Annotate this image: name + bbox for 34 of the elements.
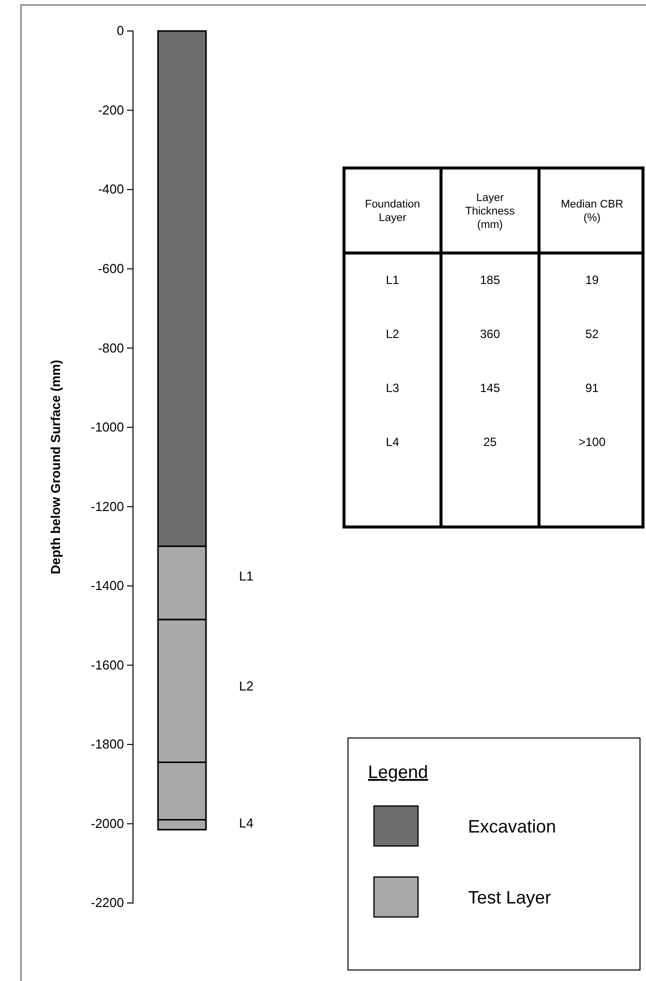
text: 19 [585, 273, 599, 288]
text: 145 [480, 381, 500, 396]
text: L4 [386, 435, 400, 450]
y-tick-label: -2000 [90, 816, 124, 831]
y-tick-label: -1400 [90, 578, 124, 594]
text: Foundation Layer [364, 198, 420, 224]
y-axis-title: Depth below Ground Surface (mm) [48, 360, 63, 574]
y-tick-label: -2200 [90, 895, 124, 910]
text: Excavation [468, 816, 556, 836]
text: L1 [239, 568, 254, 584]
text: 360 [480, 327, 500, 342]
legend-title: Legend [368, 762, 428, 782]
text: L2 [386, 327, 400, 342]
y-tick-label: 0 [116, 23, 124, 38]
y-tick-label: -1800 [90, 736, 124, 752]
y-tick-label: -800 [98, 340, 124, 356]
y-tick-label: -600 [98, 260, 124, 276]
text: Median CBR (%) [560, 198, 624, 224]
text: 25 [483, 435, 497, 450]
y-tick-label: -1000 [90, 420, 124, 435]
text: Layer Thickness (mm) [465, 192, 516, 231]
y-tick-label: -200 [98, 102, 124, 118]
y-tick-label: -1600 [90, 657, 124, 672]
text: 91 [585, 381, 599, 396]
text: 185 [480, 273, 500, 288]
y-tick-label: -400 [98, 182, 124, 197]
text: Test Layer [468, 887, 552, 908]
text: L3 [386, 381, 400, 396]
text: >100 [578, 435, 606, 450]
text: L2 [239, 678, 254, 694]
text: L1 [386, 273, 400, 288]
text: 52 [585, 327, 599, 342]
y-tick-label: -1200 [90, 498, 124, 514]
text: L4 [239, 816, 254, 831]
